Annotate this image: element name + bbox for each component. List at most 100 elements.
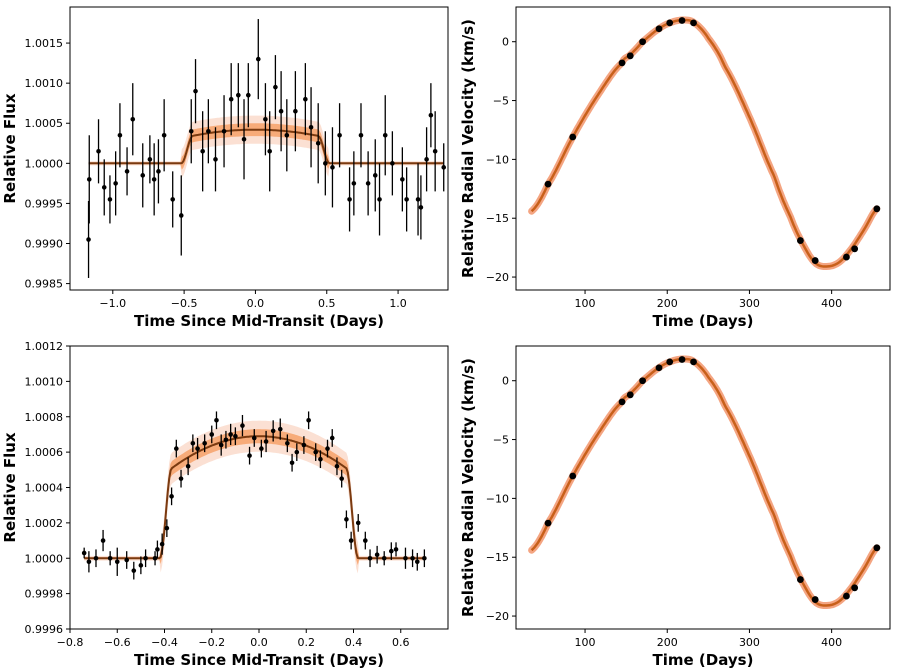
- data-point: [100, 538, 106, 543]
- data-point: [101, 185, 107, 190]
- data-point: [337, 132, 342, 138]
- data-point: [96, 149, 101, 154]
- x-tick-label: −0.4: [151, 636, 178, 649]
- data-point: [124, 169, 130, 174]
- data-points: [81, 411, 427, 580]
- x-tick-label: 300: [739, 297, 760, 310]
- x-tick-label: 200: [657, 636, 678, 649]
- data-point: [678, 356, 686, 363]
- y-tick-label: 0.9998: [25, 588, 64, 601]
- panel-transit-top: −1.0 −0.5 0.0 0.5 1.0 0.9985 0.9990 0.9995 1.00…: [1, 6, 449, 330]
- y-axis-label: Relative Flux: [1, 93, 19, 204]
- panel-transit-bottom: −0.8 −0.6 −0.4 −0.2 0.0 0.2 0.4 0.6 0.99960.999…: [1, 340, 449, 669]
- data-point: [639, 38, 646, 46]
- data-point: [270, 428, 276, 434]
- data-point: [213, 157, 218, 162]
- data-point: [86, 177, 92, 182]
- data-points: [86, 19, 447, 278]
- model-band-layer: [88, 115, 444, 178]
- data-point: [313, 449, 319, 455]
- data-point: [843, 592, 850, 600]
- data-point: [273, 84, 278, 90]
- data-points: [544, 356, 881, 603]
- data-point: [797, 576, 804, 583]
- data-point: [193, 88, 198, 94]
- data-point: [797, 237, 804, 244]
- y-tick-label: 0.9995: [25, 197, 64, 210]
- data-point: [285, 440, 290, 446]
- data-point: [143, 555, 148, 561]
- x-tick-label: 100: [575, 297, 596, 310]
- x-tick-label: 1.0: [389, 297, 407, 310]
- y-tick-label: −15: [486, 212, 509, 225]
- y-tick-label: −10: [486, 492, 509, 505]
- y-tick-label: 1.0010: [25, 375, 64, 388]
- y-tick-label: −20: [486, 271, 509, 284]
- data-point: [240, 423, 245, 428]
- data-point: [306, 417, 311, 423]
- data-point: [138, 563, 144, 568]
- data-point: [393, 547, 399, 552]
- data-point: [363, 538, 368, 543]
- data-point: [441, 165, 447, 170]
- data-point: [218, 442, 224, 448]
- data-point: [315, 140, 321, 146]
- data-point: [544, 180, 552, 188]
- data-point: [351, 181, 357, 186]
- model-line: [88, 128, 444, 165]
- data-point: [130, 116, 136, 122]
- y-tick-label: −20: [486, 610, 509, 623]
- data-point: [569, 472, 577, 480]
- data-point: [355, 520, 361, 526]
- data-point: [159, 541, 165, 547]
- panel-rv-top: 100 200 300 400 0 −5 −10 −15 −20 Time (Days) Re…: [459, 6, 891, 330]
- data-point: [170, 197, 176, 202]
- data-point: [348, 538, 354, 543]
- data-point: [152, 555, 158, 561]
- panel-rv-bottom: 100 200 300 400 0 −5 −10 −15 −20 Time (Days) Re…: [459, 345, 891, 669]
- data-point: [233, 433, 238, 439]
- x-tick-label: 400: [821, 636, 842, 649]
- data-point: [303, 96, 308, 102]
- data-point: [174, 446, 179, 451]
- data-point: [117, 132, 123, 138]
- data-point: [422, 555, 427, 561]
- x-tick-label: 0.0: [250, 636, 268, 649]
- data-point: [284, 132, 290, 138]
- data-point: [164, 525, 170, 531]
- data-point: [347, 197, 352, 202]
- data-point: [690, 358, 697, 366]
- data-point: [247, 453, 252, 458]
- y-tick-label: 0: [502, 36, 509, 49]
- data-point: [86, 559, 92, 565]
- x-ticks: 100 200 300 400: [575, 629, 842, 649]
- y-tick-label: 0: [502, 375, 509, 388]
- data-point: [678, 17, 686, 24]
- y-tick-label: 1.0002: [25, 517, 64, 530]
- x-ticks: 100 200 300 400: [575, 290, 842, 310]
- data-point: [267, 149, 272, 154]
- data-point: [330, 165, 335, 170]
- data-point: [221, 128, 227, 134]
- data-point: [86, 237, 91, 242]
- y-tick-label: 0.9990: [25, 238, 64, 251]
- data-point: [228, 432, 233, 437]
- model-curve: [88, 128, 444, 165]
- data-point: [811, 257, 819, 264]
- data-point: [263, 116, 268, 122]
- data-point: [124, 557, 129, 563]
- x-tick-label: 300: [739, 636, 760, 649]
- y-ticks: 0 −5 −10 −15 −20: [486, 36, 516, 284]
- y-axis-label: Relative Radial Velocity (km/s): [459, 19, 477, 278]
- data-point: [147, 157, 153, 162]
- y-tick-label: 1.0012: [25, 340, 64, 353]
- model-band: [528, 16, 881, 270]
- data-point: [666, 19, 674, 27]
- data-point: [690, 19, 697, 27]
- data-point: [214, 417, 219, 423]
- data-point: [93, 555, 99, 561]
- axes-frame: [515, 6, 891, 291]
- y-axis-label: Relative Flux: [1, 432, 19, 543]
- data-point: [365, 181, 371, 186]
